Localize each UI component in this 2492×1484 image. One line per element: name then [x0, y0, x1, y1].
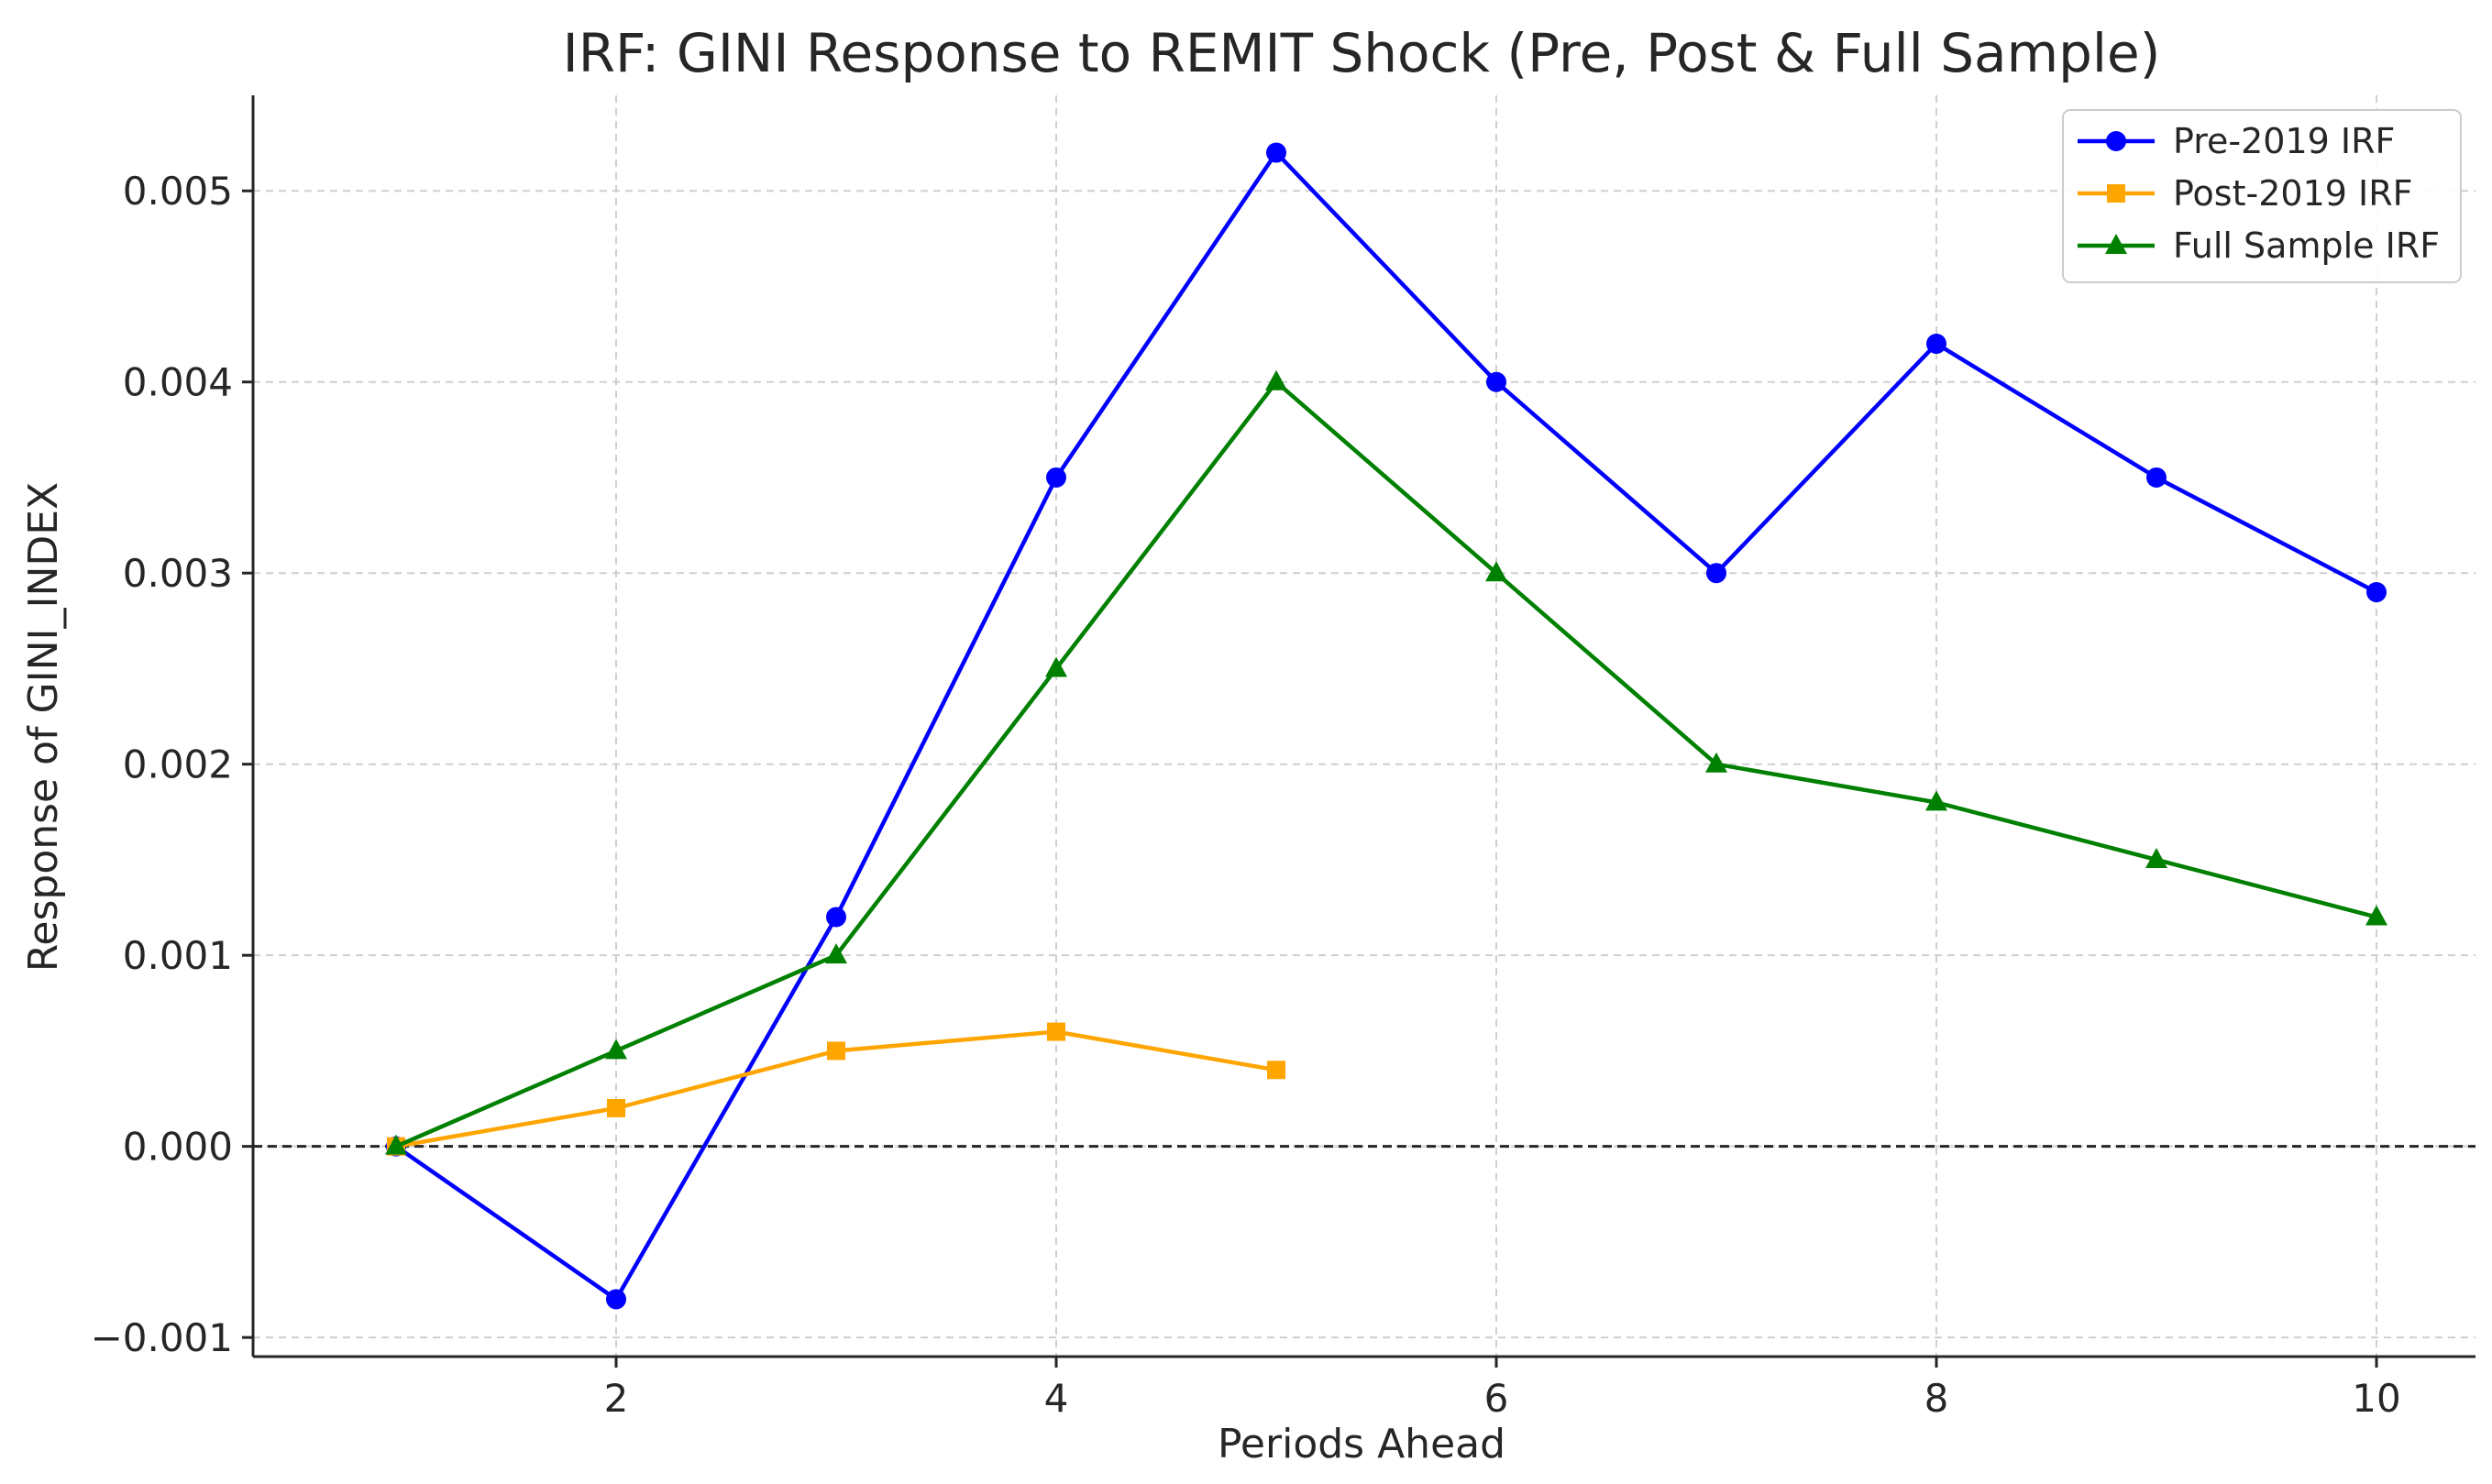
y-tick-label: −0.001 — [91, 1315, 233, 1360]
point-2-7 — [1925, 790, 1947, 811]
point-1-2 — [827, 1041, 845, 1061]
grid-lines — [253, 95, 2475, 1357]
point-0-6 — [1706, 563, 1726, 584]
y-tick-label: 0.004 — [123, 360, 233, 405]
series-layer — [385, 142, 2387, 1310]
point-2-9 — [2365, 905, 2387, 926]
point-2-3 — [1045, 656, 1067, 677]
point-0-5 — [1486, 371, 1506, 392]
y-tick-label: 0.005 — [123, 169, 233, 214]
point-1-4 — [1267, 1061, 1285, 1080]
point-0-4 — [1266, 142, 1286, 163]
point-1-3 — [1047, 1022, 1065, 1041]
series-line-2 — [395, 379, 2377, 1149]
series-line-0 — [394, 150, 2378, 1302]
x-tick-label: 10 — [2352, 1376, 2400, 1421]
point-2-4 — [1265, 369, 1287, 390]
point-0-7 — [1926, 334, 1946, 355]
legend-item-0: Pre-2019 IRF — [2078, 121, 2395, 161]
point-0-9 — [2366, 582, 2387, 603]
y-tick-label: 0.002 — [123, 742, 233, 787]
legend-item-1: Post-2019 IRF — [2078, 173, 2412, 214]
legend-label: Full Sample IRF — [2173, 225, 2440, 266]
x-tick-label: 6 — [1484, 1376, 1509, 1421]
chart-title: IRF: GINI Response to REMIT Shock (Pre, … — [563, 22, 2161, 84]
legend-item-2: Full Sample IRF — [2078, 225, 2440, 266]
y-tick-label: 0.000 — [123, 1125, 233, 1170]
legend-marker — [2106, 131, 2126, 151]
point-2-0 — [385, 1134, 407, 1155]
x-tick-label: 8 — [1924, 1376, 1949, 1421]
legend-marker — [2105, 234, 2127, 254]
point-0-3 — [1046, 467, 1066, 488]
x-axis-label: Periods Ahead — [1218, 1421, 1505, 1468]
legend-label: Pre-2019 IRF — [2173, 121, 2395, 161]
x-tick-label: 4 — [1044, 1376, 1069, 1421]
y-axis-label: Response of GINI_INDEX — [20, 482, 67, 972]
axes: 2 4 6 8 10 −0.001 0.000 0.001 0.002 0.003 0.004 0.0… — [91, 95, 2475, 1421]
legend-box — [2062, 109, 2462, 283]
legend-marker — [2107, 184, 2125, 203]
point-2-6 — [1705, 752, 1727, 773]
point-2-1 — [605, 1039, 627, 1060]
point-2-8 — [2145, 847, 2167, 868]
y-tick-label: 0.003 — [123, 551, 233, 596]
point-2-2 — [825, 943, 847, 964]
x-tick-label: 2 — [604, 1376, 629, 1421]
point-0-2 — [826, 907, 846, 928]
series-2 — [385, 369, 2387, 1155]
point-0-1 — [606, 1289, 626, 1310]
legend-label: Post-2019 IRF — [2173, 173, 2412, 214]
point-1-1 — [607, 1098, 625, 1117]
point-0-8 — [2146, 467, 2167, 488]
y-tick-label: 0.001 — [123, 933, 233, 978]
legend: Pre-2019 IRF Post-2019 IRF Full Sample IRF — [2062, 109, 2462, 283]
point-2-5 — [1485, 561, 1507, 582]
